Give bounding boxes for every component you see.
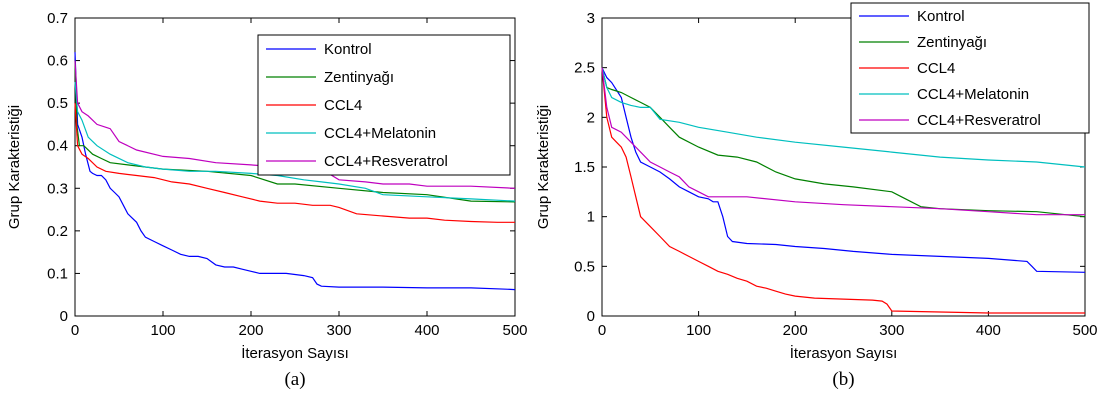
x-tick-label: 500 xyxy=(502,322,527,339)
legend-label: CCL4 xyxy=(324,97,362,114)
legend-label: Kontrol xyxy=(324,41,372,58)
panel-caption: (a) xyxy=(284,369,305,390)
series-line-kontrol xyxy=(601,67,1086,273)
x-tick-label: 200 xyxy=(783,322,808,339)
series-line-ccl4-resveratrol xyxy=(601,67,1085,216)
series-line-ccl4-resveratrol xyxy=(74,60,516,189)
x-axis-label: İterasyon Sayısı xyxy=(241,344,349,362)
y-axis-label: Grup Karakteristiği xyxy=(6,105,23,229)
y-tick-label: 0.4 xyxy=(47,138,68,155)
legend-label: Zentinyağı xyxy=(917,34,987,51)
legend: Kontrol Zentinyağı CCL4 CCL4+Melatonin CCL4+… xyxy=(257,34,511,176)
y-tick-label: 1 xyxy=(587,209,595,226)
x-axis-label: İterasyon Sayısı xyxy=(790,344,898,362)
legend-label: CCL4+Resveratrol xyxy=(917,112,1041,129)
y-tick-label: 2.5 xyxy=(574,60,595,77)
x-tick-label: 400 xyxy=(414,322,439,339)
x-tick-label: 400 xyxy=(976,322,1001,339)
y-tick-label: 2 xyxy=(587,109,595,126)
x-tick-label: 500 xyxy=(1072,322,1097,339)
y-tick-label: 0 xyxy=(587,308,595,325)
x-tick-label: 300 xyxy=(879,322,904,339)
chart-panel-b: 0 100 200 300 400 500 0 0.5 1 1.5 2 2.5 3 İterasyon S… xyxy=(535,2,1098,390)
series-line-ccl4-melatonin xyxy=(601,67,1086,168)
legend-label: CCL4+Melatonin xyxy=(324,125,436,142)
x-tick-label: 0 xyxy=(71,322,79,339)
series-line-ccl4-melatonin xyxy=(74,81,516,202)
panel-caption: (b) xyxy=(832,369,854,390)
y-tick-label: 1.5 xyxy=(574,159,595,176)
legend-label: CCL4 xyxy=(917,60,955,77)
x-tick-label: 200 xyxy=(238,322,263,339)
x-tick-label: 300 xyxy=(326,322,351,339)
legend-label: CCL4+Melatonin xyxy=(917,86,1029,103)
series-line-zentinya- xyxy=(601,67,1086,218)
series-line-kontrol xyxy=(74,52,516,291)
y-axis-label: Grup Karakteristiği xyxy=(535,105,552,229)
y-tick-label: 3 xyxy=(587,10,595,27)
x-tick-label: 0 xyxy=(598,322,606,339)
x-tick-label: 100 xyxy=(150,322,175,339)
y-tick-label: 0.6 xyxy=(47,53,68,70)
legend: Kontrol Zentinyağı CCL4 CCL4+Melatonin CCL4+… xyxy=(850,2,1090,134)
y-tick-label: 0.1 xyxy=(47,265,68,282)
chart-panel-a: 0 100 200 300 400 500 0 0.1 0.2 0.3 0.4 0.5 0.6 0.7 İt… xyxy=(6,10,528,390)
legend-label: Kontrol xyxy=(917,8,965,25)
legend-label: Zentinyağı xyxy=(324,69,394,86)
y-tick-label: 0.7 xyxy=(47,10,68,27)
series-line-ccl4 xyxy=(74,103,515,223)
y-tick-label: 0 xyxy=(60,308,68,325)
plot-area xyxy=(601,17,1086,317)
y-tick-label: 0.3 xyxy=(47,180,68,197)
y-tick-label: 0.5 xyxy=(47,95,68,112)
y-tick-label: 0.2 xyxy=(47,223,68,240)
y-tick-label: 0.5 xyxy=(574,258,595,275)
x-tick-label: 100 xyxy=(686,322,711,339)
legend-label: CCL4+Resveratrol xyxy=(324,153,448,170)
series-line-ccl4 xyxy=(601,67,1085,314)
